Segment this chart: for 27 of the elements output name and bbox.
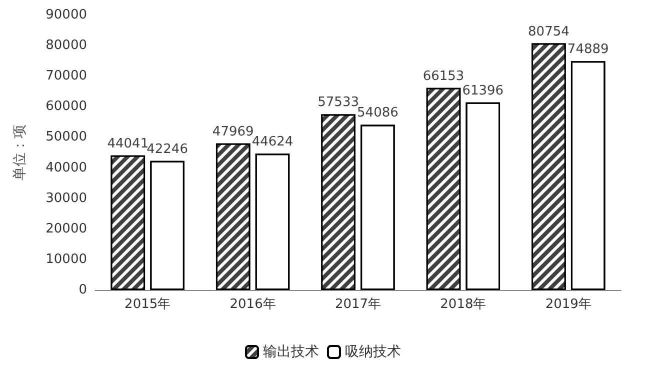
data-label: 74889 [567, 42, 609, 58]
y-tick-label: 40000 [46, 160, 87, 176]
y-tick-label: 80000 [46, 38, 87, 54]
y-tick-label: 70000 [46, 68, 87, 84]
y-tick-label: 10000 [46, 252, 87, 267]
data-label: 80754 [528, 24, 570, 40]
y-tick-label: 0 [78, 282, 87, 298]
x-tick-label: 2018年 [440, 297, 486, 312]
data-label: 61396 [462, 83, 504, 98]
legend-label: 吸纳技术 [345, 344, 401, 360]
x-tick-label: 2019年 [545, 297, 592, 312]
y-tick-label: 50000 [46, 130, 87, 145]
legend-label: 输出技术 [263, 344, 319, 360]
data-label: 66153 [422, 68, 464, 84]
x-tick-label: 2015年 [124, 297, 171, 312]
y-tick-label: 20000 [46, 221, 87, 236]
data-label: 47969 [212, 124, 254, 140]
data-label: 42246 [146, 142, 188, 157]
y-axis-title: 单位：项 [12, 124, 28, 180]
x-tick-label: 2016年 [230, 297, 276, 312]
y-tick-label: 30000 [46, 190, 87, 206]
y-tick-label: 60000 [46, 99, 87, 114]
y-tick-label: 90000 [46, 8, 87, 22]
data-label: 57533 [318, 95, 359, 110]
x-tick-label: 2017年 [334, 297, 382, 312]
data-label: 44624 [252, 134, 294, 150]
data-label: 54086 [357, 106, 398, 121]
